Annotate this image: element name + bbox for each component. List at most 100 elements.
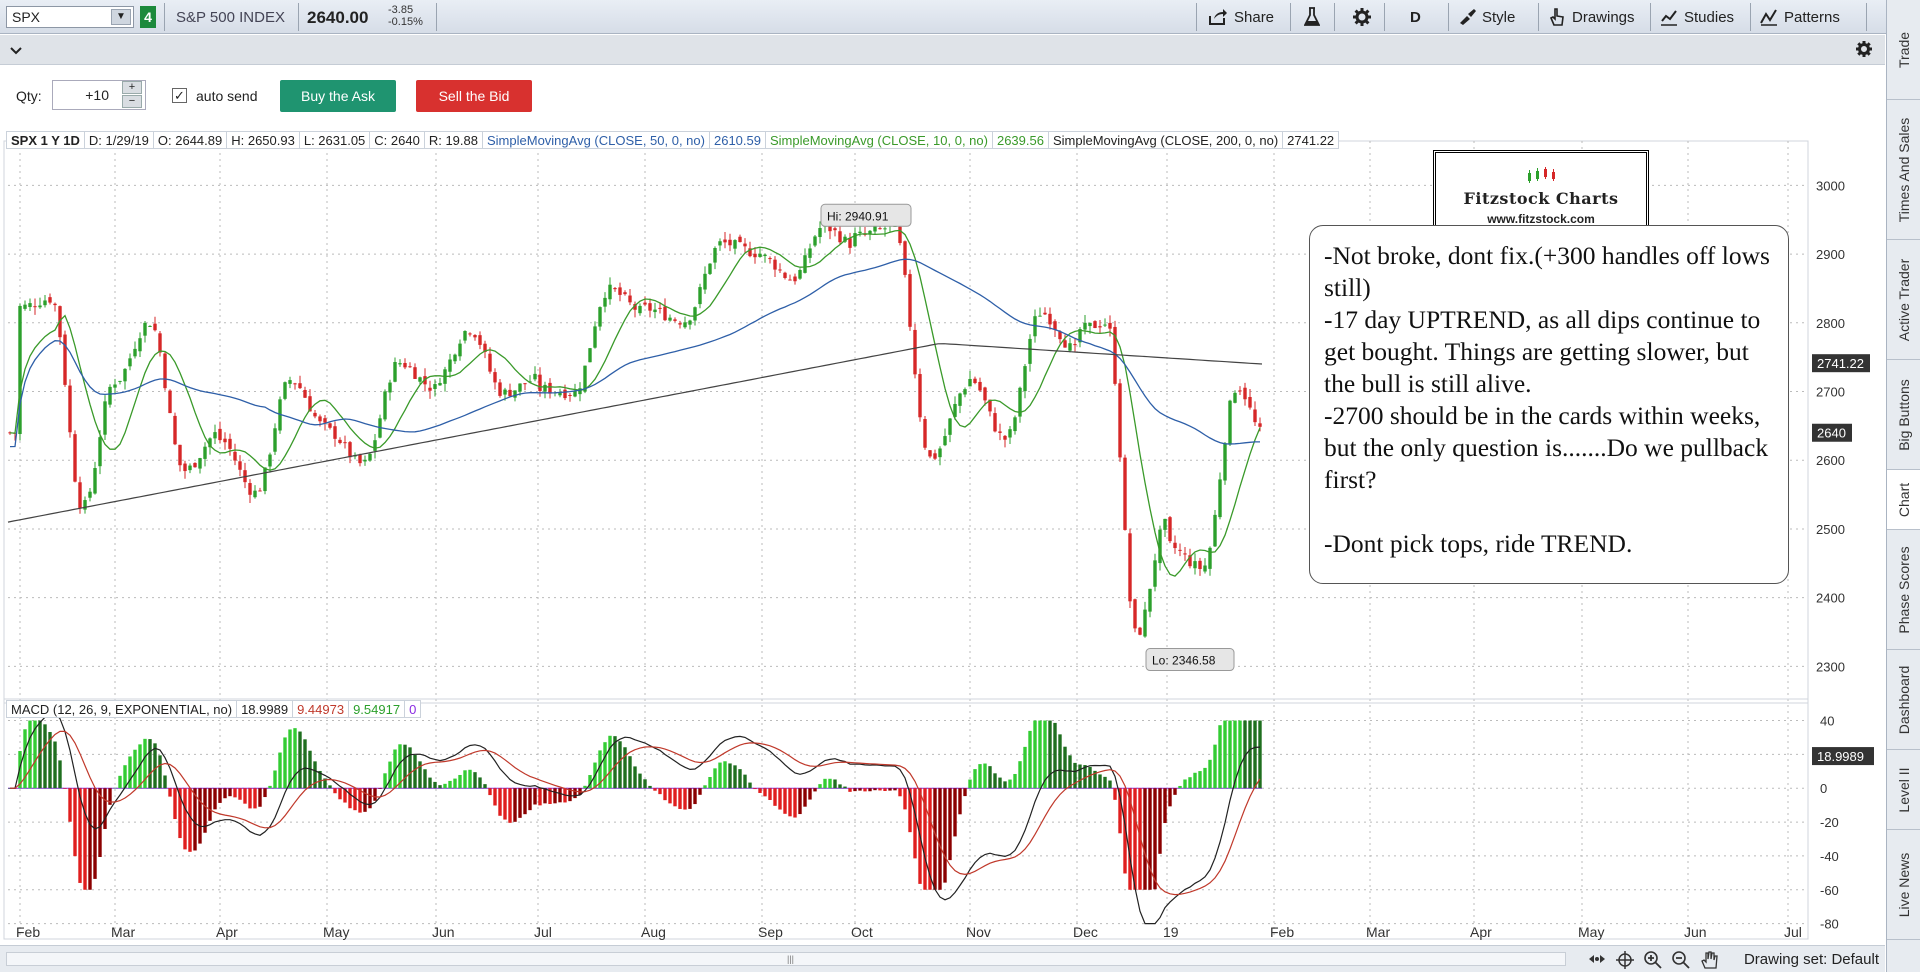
tab-trade[interactable]: Trade bbox=[1887, 0, 1920, 100]
macd-histogram-bar bbox=[488, 788, 492, 796]
drawings-button[interactable]: Drawings bbox=[1548, 6, 1635, 28]
symbol-link-badge[interactable]: 4 bbox=[140, 6, 156, 28]
tab-phase-scores[interactable]: Phase Scores bbox=[1887, 530, 1920, 650]
macd-label[interactable]: MACD (12, 26, 9, EXPONENTIAL, no) bbox=[6, 700, 238, 718]
macd-histogram-bar bbox=[1213, 744, 1217, 789]
buy-ask-button[interactable]: Buy the Ask bbox=[280, 80, 396, 112]
macd-histogram-bar bbox=[518, 788, 522, 818]
collapse-chevron-icon[interactable] bbox=[10, 43, 22, 58]
macd-histogram-bar bbox=[63, 788, 67, 789]
macd-histogram-bar bbox=[1108, 780, 1112, 789]
patterns-button[interactable]: Patterns bbox=[1760, 6, 1840, 28]
tab-times-and-sales[interactable]: Times And Sales bbox=[1887, 100, 1920, 240]
tab-level-ii[interactable]: Level II bbox=[1887, 750, 1920, 830]
candle-body bbox=[448, 359, 452, 372]
macd-histogram-bar bbox=[973, 769, 977, 789]
candle-body bbox=[148, 325, 152, 327]
style-button[interactable]: Style bbox=[1458, 6, 1515, 28]
chart-sub-toolbar bbox=[0, 35, 1885, 65]
candle-body bbox=[943, 436, 947, 446]
candle-body bbox=[1073, 344, 1077, 346]
macd-histogram-bar bbox=[403, 744, 407, 789]
sma50-label[interactable]: SimpleMovingAvg (CLOSE, 50, 0, no) bbox=[482, 131, 710, 149]
macd-histogram-bar bbox=[1173, 788, 1177, 795]
macd-histogram-bar bbox=[733, 765, 737, 789]
macd-histogram-bar bbox=[648, 785, 652, 789]
candle-body bbox=[123, 368, 127, 382]
candle-body bbox=[1198, 560, 1202, 569]
sell-bid-button[interactable]: Sell the Bid bbox=[416, 80, 532, 112]
study-open: O: 2644.89 bbox=[152, 131, 228, 149]
expand-icon[interactable] bbox=[1588, 951, 1606, 967]
chart-settings-gear-icon[interactable] bbox=[1855, 40, 1873, 61]
crosshair-icon[interactable] bbox=[1616, 951, 1634, 969]
symbol-input[interactable]: SPX ▼ bbox=[6, 6, 134, 28]
time-axis-label: Oct bbox=[851, 924, 873, 940]
macd-histogram-bar bbox=[678, 788, 682, 809]
candle-body bbox=[683, 322, 687, 328]
candle-body bbox=[338, 439, 342, 444]
candle-body bbox=[993, 413, 997, 432]
macd-histogram-bar bbox=[58, 760, 62, 789]
studies-button[interactable]: Studies bbox=[1660, 6, 1734, 28]
macd-histogram-bar bbox=[1123, 788, 1127, 874]
scroll-thumb-grip-icon[interactable]: ||| bbox=[787, 954, 795, 964]
macd-histogram-bar bbox=[573, 788, 577, 799]
auto-send-checkbox[interactable]: ✓ bbox=[172, 88, 187, 103]
sma10-label[interactable]: SimpleMovingAvg (CLOSE, 10, 0, no) bbox=[764, 131, 993, 149]
candle-body bbox=[1138, 627, 1142, 635]
candle-body bbox=[193, 462, 197, 468]
symbol-dropdown-button[interactable]: ▼ bbox=[111, 9, 131, 25]
candle-body bbox=[1253, 409, 1257, 423]
macd-histogram-bar bbox=[183, 788, 187, 850]
candle-body bbox=[848, 238, 852, 248]
candle-body bbox=[678, 323, 682, 325]
tab-label: Live News bbox=[1896, 852, 1912, 917]
zoom-in-icon[interactable] bbox=[1644, 951, 1662, 969]
sma50-value: 2610.59 bbox=[708, 131, 766, 149]
candle-body bbox=[1103, 324, 1107, 326]
candle-body bbox=[303, 389, 307, 398]
aggregation-period-button[interactable]: D bbox=[1410, 6, 1421, 28]
flask-button[interactable] bbox=[1304, 6, 1320, 28]
tab-dashboard[interactable]: Dashboard bbox=[1887, 650, 1920, 750]
pan-hand-icon[interactable] bbox=[1700, 951, 1718, 969]
candle-body bbox=[1023, 366, 1027, 392]
candlestick-series bbox=[8, 215, 1262, 638]
macd-histogram-bar bbox=[468, 769, 472, 789]
annotation-note[interactable]: -Not broke, dont fix.(+300 handles off l… bbox=[1309, 225, 1789, 584]
macd-histogram-bar bbox=[108, 788, 112, 805]
candle-body bbox=[948, 418, 952, 435]
drawing-set-label[interactable]: Drawing set: Default bbox=[1743, 951, 1879, 968]
quantity-increment-button[interactable]: + bbox=[122, 81, 142, 94]
tab-big-buttons[interactable]: Big Buttons bbox=[1887, 360, 1920, 470]
sma200-label[interactable]: SimpleMovingAvg (CLOSE, 200, 0, no) bbox=[1047, 131, 1284, 149]
tab-chart[interactable]: Chart bbox=[1887, 470, 1920, 530]
candle-body bbox=[568, 394, 572, 396]
quantity-decrement-button[interactable]: − bbox=[122, 95, 142, 108]
candle-body bbox=[1003, 435, 1007, 440]
candle-body bbox=[238, 461, 242, 470]
candle-body bbox=[503, 389, 507, 395]
candle-body bbox=[463, 330, 467, 341]
lo-label-box bbox=[1145, 648, 1235, 672]
share-button[interactable]: Share bbox=[1208, 6, 1274, 28]
macd-histogram-bar bbox=[248, 788, 252, 809]
net-change-percent: -0.15% bbox=[388, 16, 423, 28]
settings-button[interactable] bbox=[1352, 6, 1372, 28]
horizontal-scrollbar[interactable]: ||| bbox=[6, 952, 1566, 966]
lo-label: Lo: 2346.58 bbox=[1152, 654, 1216, 668]
tab-active-trader[interactable]: Active Trader bbox=[1887, 240, 1920, 360]
macd-histogram-bar bbox=[1203, 767, 1207, 789]
candle-body bbox=[88, 491, 92, 498]
macd-series bbox=[8, 712, 1262, 925]
macd-histogram-bar bbox=[203, 788, 207, 833]
candle-body bbox=[648, 303, 652, 311]
candle-body bbox=[668, 317, 672, 321]
study-low: L: 2631.05 bbox=[298, 131, 371, 149]
tab-live-news[interactable]: Live News bbox=[1887, 830, 1920, 940]
divider bbox=[1650, 3, 1651, 31]
candle-body bbox=[218, 428, 222, 441]
macd-histogram-bar bbox=[33, 720, 37, 789]
zoom-out-icon[interactable] bbox=[1672, 951, 1690, 969]
